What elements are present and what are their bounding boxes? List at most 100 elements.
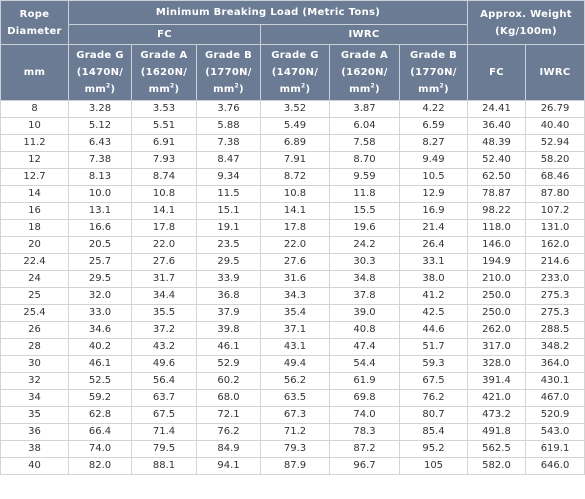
value-cell: 78.3 [329, 423, 400, 441]
value-cell: 3.52 [260, 100, 330, 118]
value-cell: 194.9 [467, 253, 526, 271]
value-cell: 6.04 [329, 117, 400, 135]
value-cell: 47.4 [329, 338, 400, 356]
value-cell: 84.9 [196, 440, 261, 458]
value-cell: 34.6 [68, 321, 132, 339]
value-cell: 37.1 [260, 321, 330, 339]
table-row: 25 32.0 34.4 36.8 34.3 37.8 41.2 250.0 275.3 [0, 287, 585, 305]
value-cell: 3.87 [329, 100, 400, 118]
value-cell: 17.8 [131, 219, 197, 237]
value-cell: 105 [399, 457, 468, 475]
value-cell: 27.6 [131, 253, 197, 271]
value-cell: 76.2 [196, 423, 261, 441]
value-cell: 7.91 [260, 151, 330, 169]
value-cell: 80.7 [399, 406, 468, 424]
value-cell: 7.93 [131, 151, 197, 169]
value-cell: 52.9 [196, 355, 261, 373]
diameter-cell: 28 [0, 338, 69, 356]
value-cell: 43.2 [131, 338, 197, 356]
value-cell: 63.5 [260, 389, 330, 407]
diameter-cell: 14 [0, 185, 69, 203]
value-cell: 10.0 [68, 185, 132, 203]
value-cell: 38.0 [399, 270, 468, 288]
value-cell: 67.5 [131, 406, 197, 424]
value-cell: 131.0 [524, 219, 585, 237]
value-cell: 66.4 [68, 423, 132, 441]
value-cell: 14.1 [131, 202, 197, 220]
table-row: 22.4 25.7 27.6 29.5 27.6 30.3 33.1 194.9 214.6 [0, 253, 585, 271]
table-row: 38 74.0 79.5 84.9 79.3 87.2 95.2 562.5 619.1 [0, 440, 585, 458]
value-cell: 40.40 [524, 117, 585, 135]
value-cell: 328.0 [467, 355, 526, 373]
value-cell: 37.8 [329, 287, 400, 305]
table-row: 24 29.5 31.7 33.9 31.6 34.8 38.0 210.0 233.0 [0, 270, 585, 288]
diameter-cell: 40 [0, 457, 69, 475]
diameter-cell: 34 [0, 389, 69, 407]
value-cell: 29.5 [196, 253, 261, 271]
diameter-cell: 18 [0, 219, 69, 237]
table-body: 8 3.28 3.53 3.76 3.52 3.87 4.22 24.41 26.79 10 5.1… [0, 100, 585, 475]
diameter-cell: 8 [0, 100, 69, 118]
value-cell: 250.0 [467, 287, 526, 305]
value-cell: 214.6 [524, 253, 585, 271]
value-cell: 4.22 [399, 100, 468, 118]
table-row: 25.4 33.0 35.5 37.9 35.4 39.0 42.5 250.0 275.3 [0, 304, 585, 322]
grade-header: Grade A (1620N/mm2) [131, 44, 197, 101]
value-cell: 88.1 [131, 457, 197, 475]
value-cell: 12.9 [399, 185, 468, 203]
value-cell: 19.6 [329, 219, 400, 237]
value-cell: 60.2 [196, 372, 261, 390]
value-cell: 275.3 [524, 287, 585, 305]
value-cell: 646.0 [524, 457, 585, 475]
value-cell: 33.0 [68, 304, 132, 322]
value-cell: 364.0 [524, 355, 585, 373]
value-cell: 543.0 [524, 423, 585, 441]
value-cell: 317.0 [467, 338, 526, 356]
diameter-cell: 11.2 [0, 134, 69, 152]
value-cell: 35.4 [260, 304, 330, 322]
value-cell: 6.91 [131, 134, 197, 152]
table-row: 35 62.8 67.5 72.1 67.3 74.0 80.7 473.2 520.9 [0, 406, 585, 424]
value-cell: 10.8 [260, 185, 330, 203]
value-cell: 19.1 [196, 219, 261, 237]
value-cell: 71.4 [131, 423, 197, 441]
value-cell: 491.8 [467, 423, 526, 441]
value-cell: 275.3 [524, 304, 585, 322]
value-cell: 29.5 [68, 270, 132, 288]
fc-group-header: FC [68, 24, 261, 45]
value-cell: 21.4 [399, 219, 468, 237]
value-cell: 3.76 [196, 100, 261, 118]
value-cell: 96.7 [329, 457, 400, 475]
table-row: 14 10.0 10.8 11.5 10.8 11.8 12.9 78.87 87.80 [0, 185, 585, 203]
value-cell: 25.7 [68, 253, 132, 271]
value-cell: 20.5 [68, 236, 132, 254]
table-row: 28 40.2 43.2 46.1 43.1 47.4 51.7 317.0 348.2 [0, 338, 585, 356]
value-cell: 421.0 [467, 389, 526, 407]
value-cell: 562.5 [467, 440, 526, 458]
value-cell: 87.80 [524, 185, 585, 203]
value-cell: 619.1 [524, 440, 585, 458]
wire-rope-spec-table: Rope Diameter Minimum Breaking Load (Met… [0, 0, 585, 475]
value-cell: 56.2 [260, 372, 330, 390]
value-cell: 34.8 [329, 270, 400, 288]
table-row: 26 34.6 37.2 39.8 37.1 40.8 44.6 262.0 288.5 [0, 321, 585, 339]
value-cell: 39.8 [196, 321, 261, 339]
value-cell: 16.6 [68, 219, 132, 237]
value-cell: 49.6 [131, 355, 197, 373]
value-cell: 48.39 [467, 134, 526, 152]
value-cell: 473.2 [467, 406, 526, 424]
value-cell: 68.0 [196, 389, 261, 407]
value-cell: 43.1 [260, 338, 330, 356]
value-cell: 15.1 [196, 202, 261, 220]
value-cell: 40.2 [68, 338, 132, 356]
diameter-cell: 12.7 [0, 168, 69, 186]
value-cell: 36.40 [467, 117, 526, 135]
value-cell: 32.0 [68, 287, 132, 305]
value-cell: 17.8 [260, 219, 330, 237]
value-cell: 233.0 [524, 270, 585, 288]
value-cell: 9.49 [399, 151, 468, 169]
value-cell: 7.38 [68, 151, 132, 169]
value-cell: 79.3 [260, 440, 330, 458]
value-cell: 15.5 [329, 202, 400, 220]
value-cell: 62.50 [467, 168, 526, 186]
